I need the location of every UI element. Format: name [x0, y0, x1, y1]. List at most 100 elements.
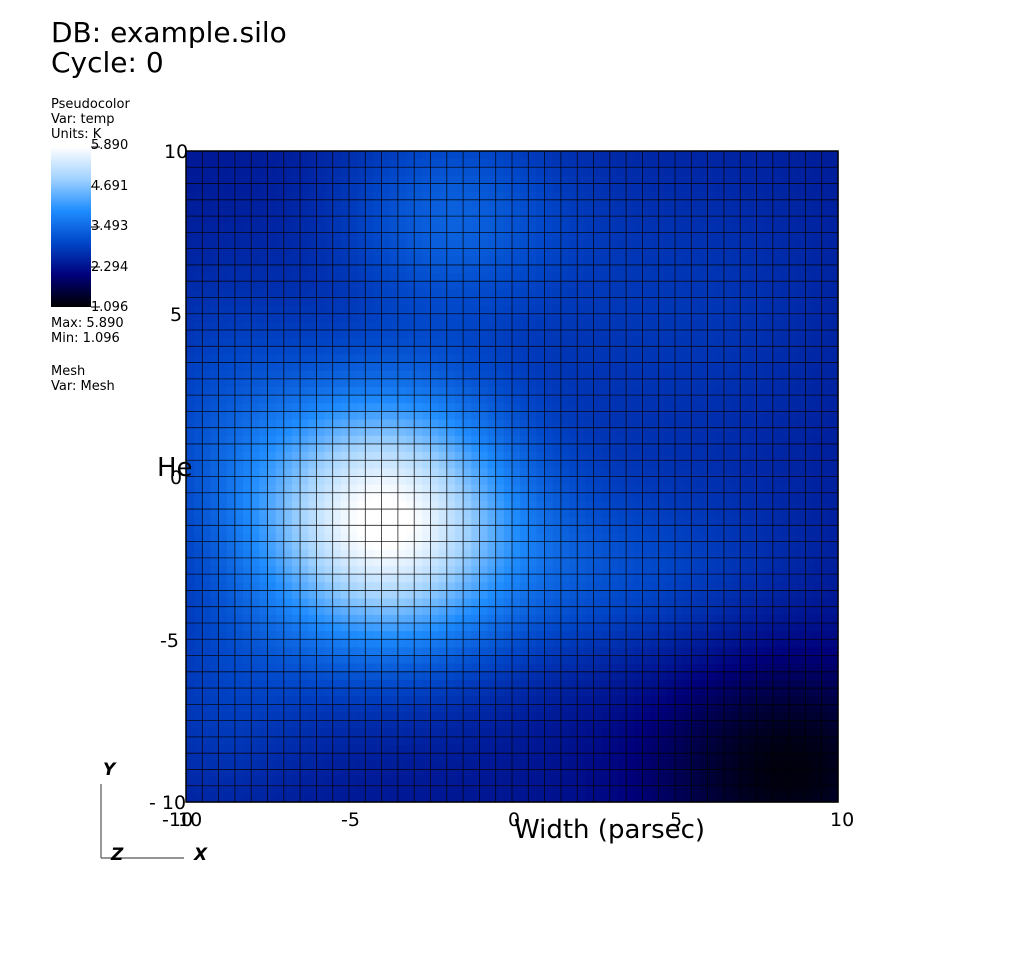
heatmap-cell	[512, 264, 521, 274]
heatmap-cell	[732, 484, 741, 494]
heatmap-cell	[414, 549, 423, 559]
heatmap-cell	[772, 216, 782, 225]
heatmap-cell	[397, 370, 407, 380]
heatmap-cell	[243, 183, 252, 193]
heatmap-cell	[658, 419, 668, 429]
heatmap-cell	[210, 476, 220, 486]
heatmap-cell	[218, 557, 228, 567]
heatmap-cell	[650, 525, 660, 535]
heatmap-cell	[666, 476, 676, 486]
heatmap-cell	[186, 159, 195, 168]
heatmap-cell	[210, 631, 220, 640]
heatmap-cell	[479, 557, 489, 567]
heatmap-cell	[699, 248, 709, 258]
heatmap-cell	[251, 151, 260, 160]
heatmap-cell	[259, 517, 269, 526]
heatmap-cell	[275, 313, 285, 323]
heatmap-cell	[349, 419, 358, 429]
heatmap-cell	[740, 386, 749, 396]
heatmap-cell	[300, 151, 309, 160]
heatmap-cell	[797, 476, 806, 486]
heatmap-cell	[732, 248, 741, 258]
heatmap-cell	[202, 183, 212, 193]
heatmap-cell	[650, 468, 660, 478]
heatmap-cell	[373, 362, 383, 372]
heatmap-cell	[683, 305, 692, 315]
heatmap-cell	[471, 509, 480, 518]
heatmap-cell	[438, 419, 448, 429]
heatmap-cell	[251, 167, 260, 177]
heatmap-cell	[316, 411, 326, 421]
heatmap-cell	[186, 443, 195, 453]
heatmap-cell	[805, 151, 815, 160]
heatmap-cell	[634, 264, 643, 274]
heatmap-cell	[634, 541, 643, 551]
heatmap-cell	[324, 549, 334, 559]
heatmap-cell	[389, 281, 399, 290]
heatmap-cell	[340, 509, 350, 518]
heatmap-cell	[283, 330, 293, 339]
heatmap-cell	[732, 256, 741, 266]
heatmap-cell	[740, 500, 749, 510]
heatmap-cell	[316, 622, 326, 632]
heatmap-cell	[577, 622, 586, 632]
heatmap-cell	[234, 500, 244, 510]
heatmap-cell	[267, 289, 277, 299]
heatmap-cell	[218, 517, 228, 526]
heatmap-cell	[446, 639, 456, 648]
heatmap-cell	[593, 151, 603, 160]
heatmap-cell	[414, 313, 423, 323]
heatmap-cell	[479, 500, 489, 510]
heatmap-cell	[283, 435, 293, 445]
heatmap-cell	[406, 411, 415, 421]
heatmap-cell	[732, 525, 741, 535]
heatmap-cell	[210, 452, 220, 461]
heatmap-cell	[438, 517, 448, 526]
heatmap-cell	[764, 224, 774, 233]
heatmap-cell	[617, 386, 627, 396]
heatmap-cell	[357, 492, 366, 502]
heatmap-cell	[715, 191, 725, 201]
heatmap-cell	[666, 427, 676, 437]
heatmap-cell	[699, 419, 709, 429]
heatmap-cell	[512, 443, 521, 453]
heatmap-cell	[577, 509, 586, 518]
heatmap-cell	[813, 273, 823, 282]
heatmap-cell	[406, 175, 415, 185]
heatmap-cell	[495, 378, 505, 388]
heatmap-cell	[454, 370, 464, 380]
heatmap-cell	[357, 443, 366, 453]
heatmap-cell	[715, 614, 725, 624]
heatmap-cell	[186, 232, 195, 242]
heatmap-cell	[495, 639, 505, 648]
heatmap-cell	[186, 321, 195, 331]
heatmap-cell	[316, 370, 326, 380]
heatmap-cell	[732, 321, 741, 331]
heatmap-cell	[226, 476, 236, 486]
heatmap-cell	[226, 500, 236, 510]
heatmap-cell	[454, 411, 464, 421]
heatmap-cell	[797, 549, 806, 559]
heatmap-cell	[267, 354, 277, 364]
heatmap-cell	[267, 338, 277, 347]
heatmap-cell	[723, 191, 733, 201]
heatmap-cell	[748, 590, 758, 600]
heatmap-cell	[528, 606, 538, 616]
heatmap-cell	[666, 395, 676, 404]
heatmap-cell	[283, 492, 293, 502]
heatmap-cell	[479, 395, 489, 404]
heatmap-cell	[642, 289, 652, 299]
heatmap-cell	[218, 321, 228, 331]
heatmap-cell	[275, 655, 285, 665]
heatmap-cell	[210, 232, 220, 242]
heatmap-cell	[471, 395, 480, 404]
heatmap-cell	[349, 216, 358, 225]
heatmap-cell	[487, 598, 497, 608]
heatmap-cell	[732, 590, 741, 600]
heatmap-cell	[789, 151, 798, 160]
heatmap-cell	[740, 419, 749, 429]
heatmap-cell	[438, 232, 448, 242]
heatmap-cell	[194, 566, 203, 575]
heatmap-cell	[552, 435, 562, 445]
heatmap-cell	[666, 159, 676, 168]
